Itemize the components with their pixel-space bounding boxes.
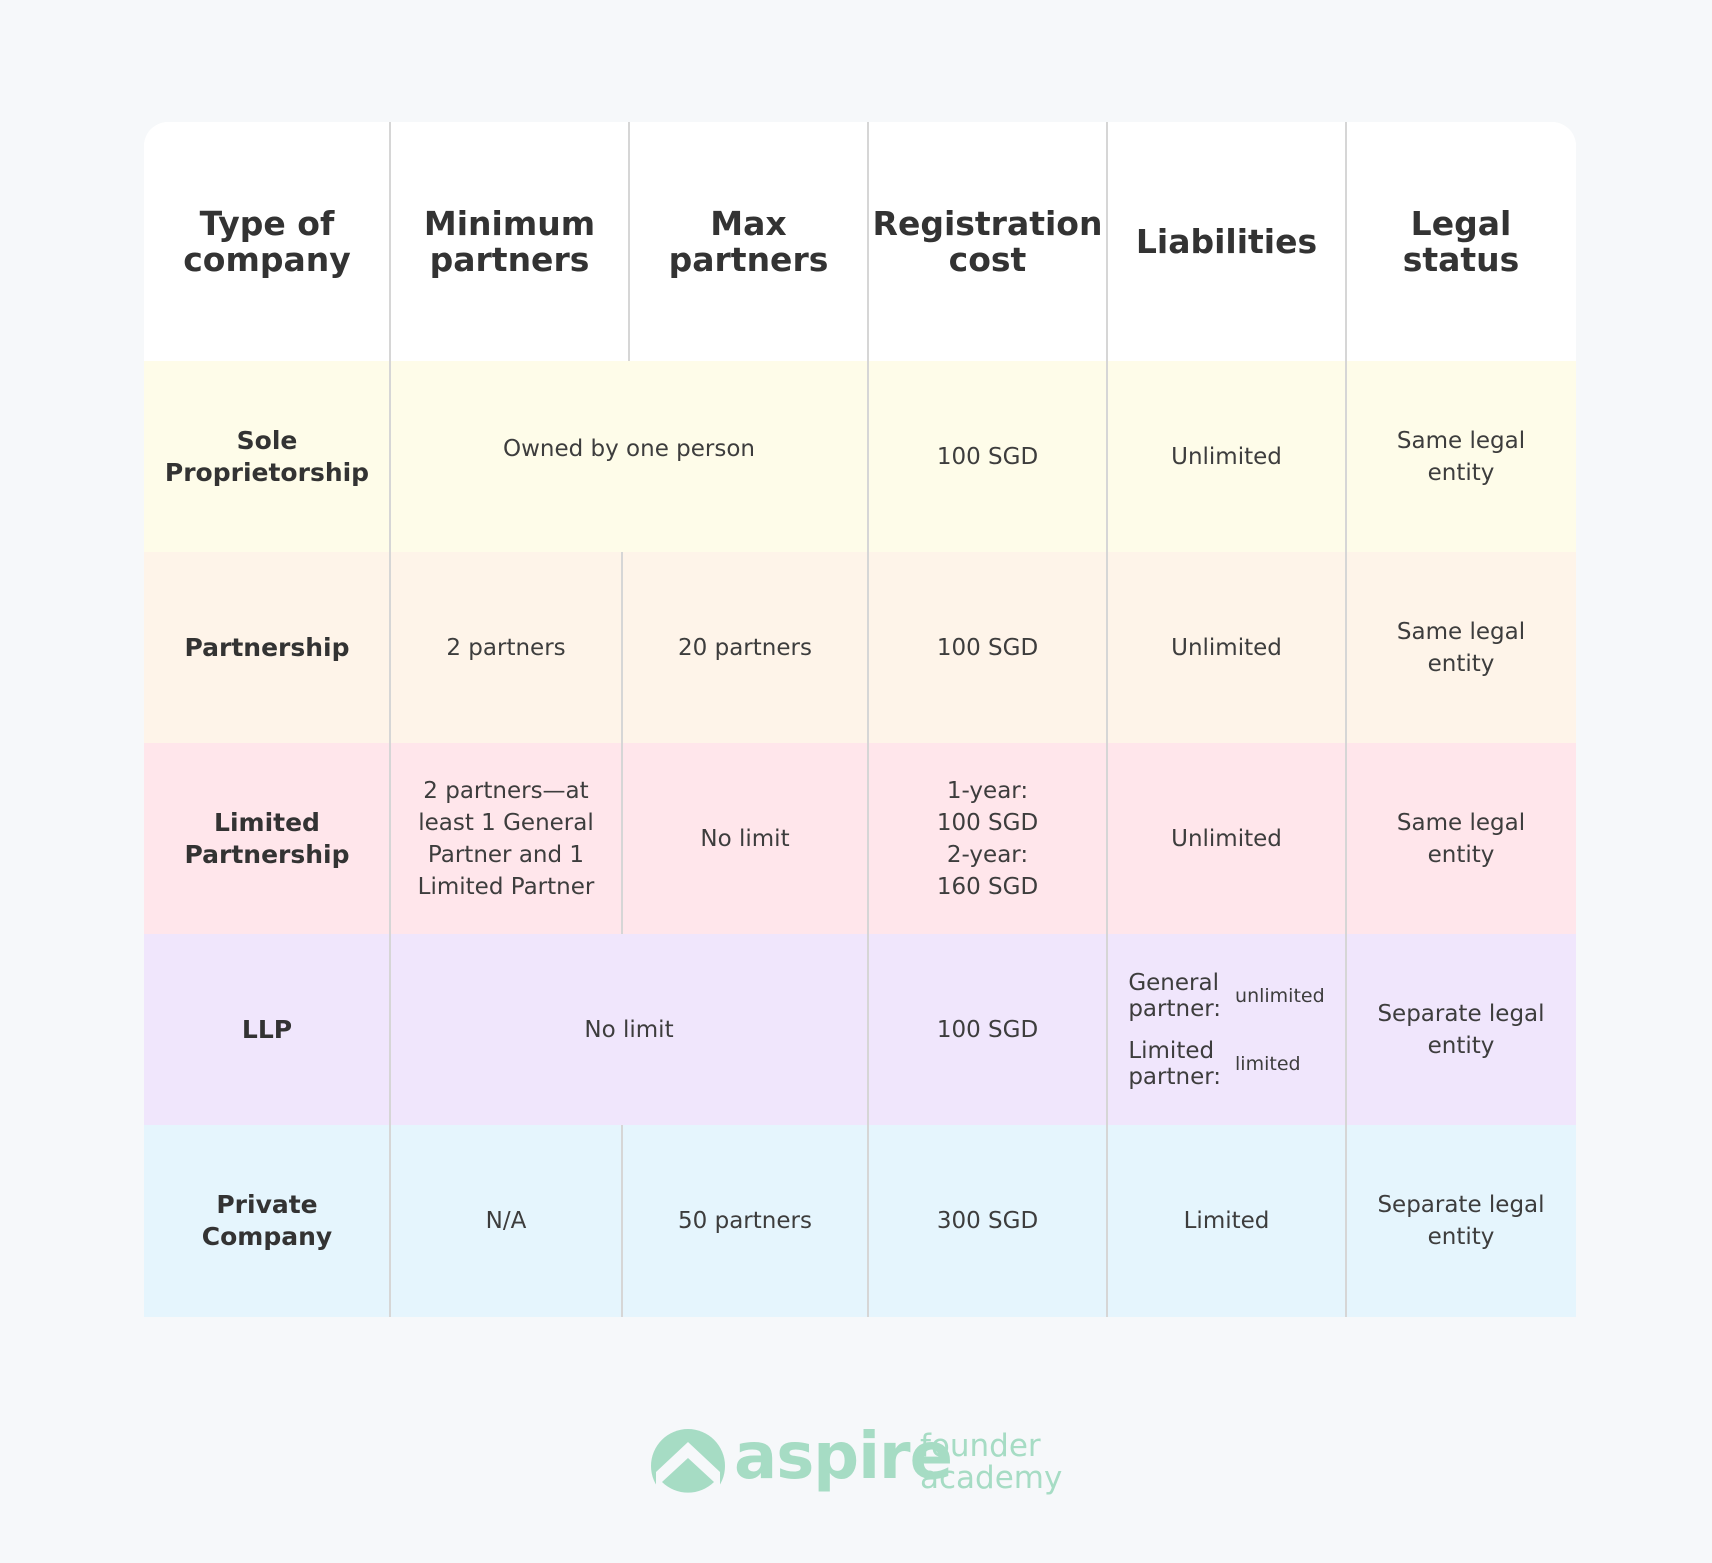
divider [389,934,391,1125]
cell-liabilities: Limited [1183,1208,1270,1234]
divider [389,122,391,361]
header-type: Type of company [183,203,351,279]
logo-wordmark: aspire [734,1420,953,1494]
divider [1106,361,1108,552]
cell-partners-merged: No limit [584,1016,674,1043]
general-partner-value: unlimited [1235,984,1325,1007]
cell-cost: 300 SGD [936,1208,1039,1234]
limited-partner-value: limited [1235,1052,1301,1075]
header-min-partners: Minimum partners [423,203,596,279]
cell-type: Private Company [201,1190,333,1251]
divider [389,743,391,934]
cell-max-partners: No limit [700,825,790,852]
cell-cost: 100 SGD [936,443,1039,470]
divider [628,122,630,361]
header-row: Type of company Minimum partners Max par… [144,122,1576,361]
cell-type: Partnership [184,632,350,662]
divider [621,743,623,934]
divider [867,1125,869,1317]
divider [1345,743,1347,934]
header-max-partners: Max partners [668,203,829,279]
table-row-llp: LLP No limit 100 SGD General partner: un… [144,934,1576,1125]
divider [867,552,869,743]
header-registration-cost: Registration cost [872,203,1103,279]
divider [867,934,869,1125]
cell-max-partners: 20 partners [678,634,812,661]
divider [389,552,391,743]
cell-max-partners: 50 partners [678,1208,812,1234]
cell-type: Sole Proprietorship [164,425,370,487]
aspire-founder-academy-logo: aspire founder academy [650,1420,1070,1504]
limited-partner-label: Limited partner: [1128,1037,1222,1090]
cell-legal-status: Same legal entity [1396,427,1526,486]
divider [1106,1125,1108,1317]
cell-liabilities: General partner: unlimited Limited partn… [1107,934,1346,1125]
divider [1345,1125,1347,1317]
divider [389,361,391,552]
divider [867,743,869,934]
table-row-sole-proprietorship: Sole Proprietorship Owned by one person … [144,361,1576,552]
cell-liabilities: Unlimited [1171,443,1282,470]
cell-legal-status: Same legal entity [1396,809,1526,868]
aspire-logo-icon [651,1429,725,1504]
logo-subtitle: founder academy [920,1428,1063,1496]
header-liabilities: Liabilities [1135,221,1318,261]
liabilities-breakdown: General partner: unlimited Limited partn… [1128,970,1324,1090]
cell-cost: 100 SGD [936,634,1039,661]
cell-type: LLP [241,1014,293,1044]
cell-min-partners: 2 partners—at least 1 General Partner an… [417,777,595,900]
table-row-private-company: Private Company N/A 50 partners 300 SGD … [144,1125,1576,1317]
comparison-table: Type of company Minimum partners Max par… [144,122,1576,1317]
divider [389,1125,391,1317]
divider [1345,934,1347,1125]
cell-cost: 100 SGD [936,1016,1039,1043]
divider [867,361,869,552]
cell-partners-merged: Owned by one person [502,435,756,462]
general-partner-label: General partner: [1128,969,1222,1022]
divider [621,552,623,743]
divider [867,122,869,361]
divider [1106,552,1108,743]
table-row-limited-partnership: Limited Partnership 2 partners—at least … [144,743,1576,934]
divider [1345,361,1347,552]
divider [1106,743,1108,934]
cell-legal-status: Same legal entity [1396,618,1526,677]
divider [1345,552,1347,743]
cell-min-partners: N/A [485,1208,527,1234]
table-row-partnership: Partnership 2 partners 20 partners 100 S… [144,552,1576,743]
cell-cost: 1-year: 100 SGD 2-year: 160 SGD [936,777,1039,900]
divider [1345,122,1347,361]
cell-legal-status: Separate legal entity [1377,1000,1545,1059]
cell-legal-status: Separate legal entity [1377,1192,1545,1250]
cell-liabilities: Unlimited [1171,634,1282,661]
cell-min-partners: 2 partners [446,634,566,661]
cell-type: Limited Partnership [184,807,350,869]
divider [621,1125,623,1317]
divider [1106,934,1108,1125]
cell-liabilities: Unlimited [1171,825,1282,852]
divider [1106,122,1108,361]
header-legal-status: Legal status [1402,203,1520,279]
